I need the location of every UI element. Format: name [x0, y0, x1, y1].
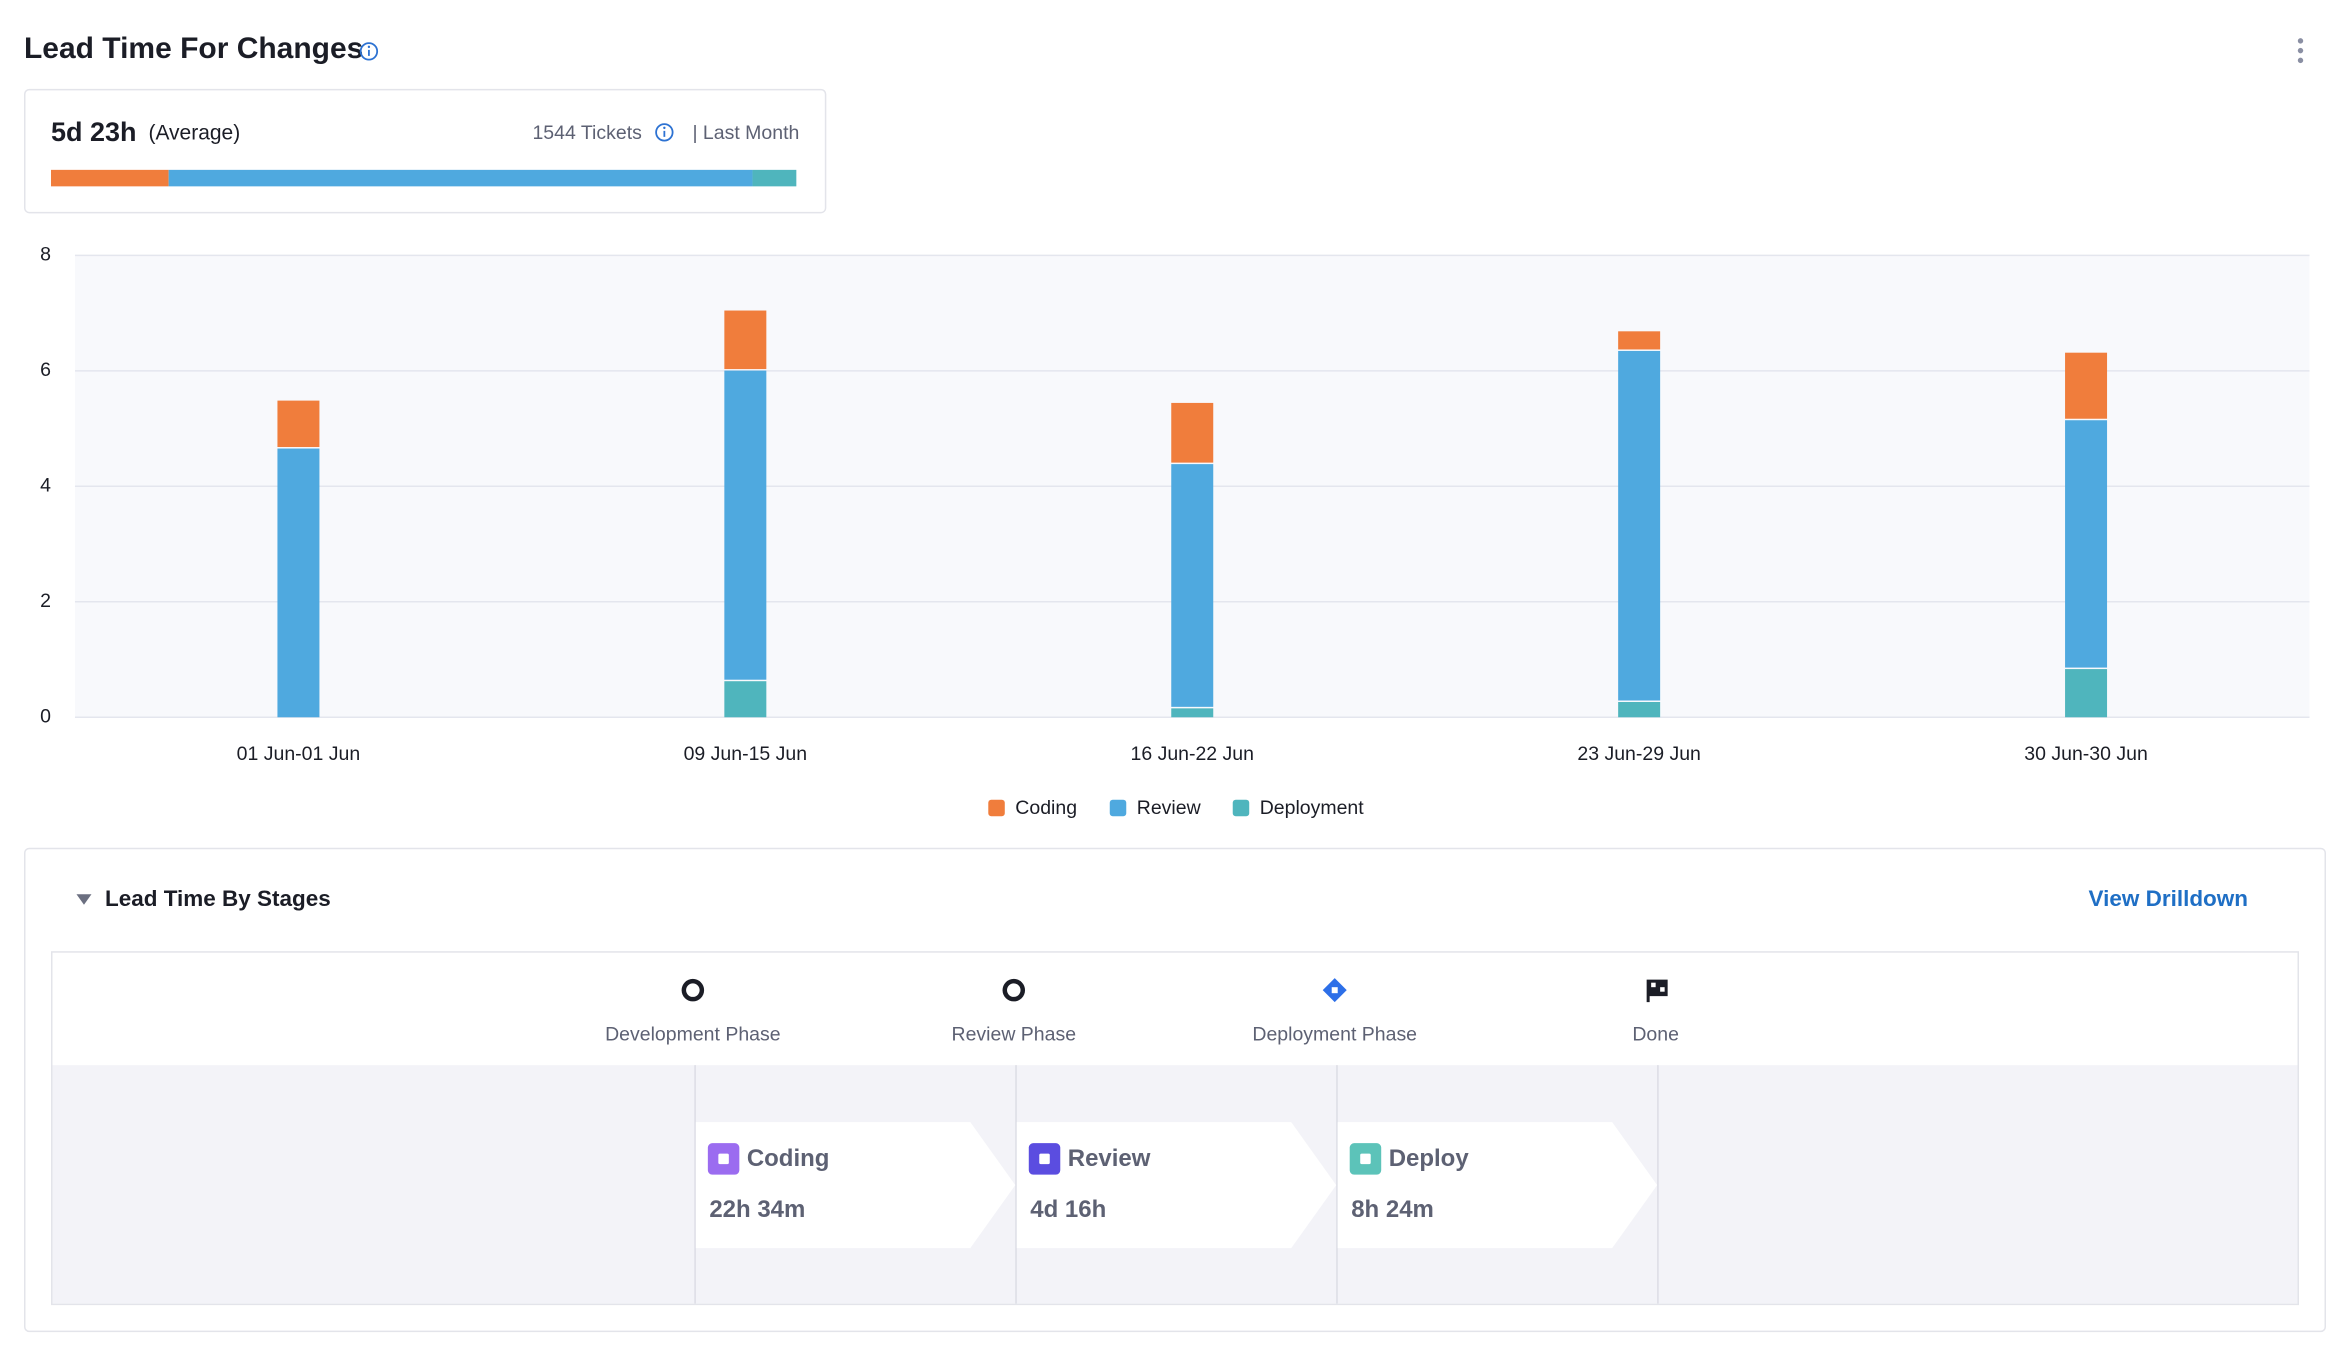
- x-tick-label: 30 Jun-30 Jun: [2024, 743, 2148, 765]
- bar-segment: [1618, 702, 1660, 717]
- phase-label: Deployment Phase: [1252, 1023, 1417, 1045]
- stage-duration: 4d 16h: [1030, 1196, 1106, 1223]
- bar-segment: [277, 401, 319, 447]
- stage-icon-glyph: [1039, 1154, 1049, 1164]
- stage-duration: 22h 34m: [709, 1196, 805, 1223]
- phase-label: Review Phase: [952, 1023, 1077, 1045]
- legend-label: Coding: [1015, 797, 1077, 819]
- more-menu[interactable]: [2298, 38, 2303, 63]
- phase-label: Done: [1632, 1023, 1679, 1045]
- summary-bar: [51, 170, 796, 186]
- x-tick-label: 16 Jun-22 Jun: [1130, 743, 1254, 765]
- phase-label: Development Phase: [605, 1023, 780, 1045]
- bar-segment: [1171, 403, 1213, 463]
- y-tick-label: 6: [40, 359, 51, 381]
- bar-segment: [1171, 708, 1213, 717]
- stage-icon-glyph: [1360, 1154, 1370, 1164]
- summary-segment: [51, 170, 169, 186]
- stage-label: Review: [1068, 1145, 1151, 1172]
- bar-segment: [724, 371, 766, 680]
- bar-segment: [1171, 464, 1213, 707]
- period: | Last Month: [692, 122, 799, 144]
- y-tick-label: 0: [40, 705, 51, 727]
- x-tick-label: 09 Jun-15 Jun: [684, 743, 807, 765]
- stage-icon-glyph: [718, 1154, 728, 1164]
- view-drilldown[interactable]: View Drilldown: [2089, 886, 2249, 911]
- x-tick-label: 23 Jun-29 Jun: [1577, 743, 1701, 765]
- widget-title: Lead Time For Changes: [24, 32, 363, 65]
- stage-chevron: [1338, 1122, 1657, 1248]
- y-tick-label: 8: [40, 243, 51, 265]
- legend-label: Review: [1137, 797, 1202, 819]
- bar-segment: [1618, 331, 1660, 349]
- summary-segment: [169, 170, 753, 186]
- legend-swatch: [1110, 800, 1126, 816]
- x-tick-label: 01 Jun-01 Jun: [237, 743, 360, 765]
- y-tick-label: 2: [40, 590, 51, 612]
- summary-segment: [753, 170, 797, 186]
- bar-segment: [724, 311, 766, 370]
- stage-label: Coding: [747, 1145, 830, 1172]
- bar-segment: [2065, 353, 2107, 419]
- ticket-count: 1544 Tickets: [532, 122, 642, 144]
- stage-chevron: [696, 1122, 1015, 1248]
- stage-label: Deploy: [1389, 1145, 1470, 1172]
- summary-card: [25, 90, 826, 213]
- bar-segment: [1618, 351, 1660, 701]
- bar-segment: [724, 681, 766, 717]
- y-tick-label: 4: [40, 474, 51, 496]
- average-value: 5d 23h: [51, 117, 137, 147]
- legend-swatch: [1233, 800, 1249, 816]
- bar-segment: [2065, 669, 2107, 717]
- legend-swatch: [988, 800, 1004, 816]
- stages-title: Lead Time By Stages: [105, 886, 331, 911]
- bar-segment: [277, 449, 319, 718]
- stage-duration: 8h 24m: [1351, 1196, 1434, 1223]
- legend-label: Deployment: [1260, 797, 1365, 819]
- bar-segment: [2065, 420, 2107, 667]
- stage-chevron: [1017, 1122, 1336, 1248]
- average-label: (Average): [148, 121, 240, 144]
